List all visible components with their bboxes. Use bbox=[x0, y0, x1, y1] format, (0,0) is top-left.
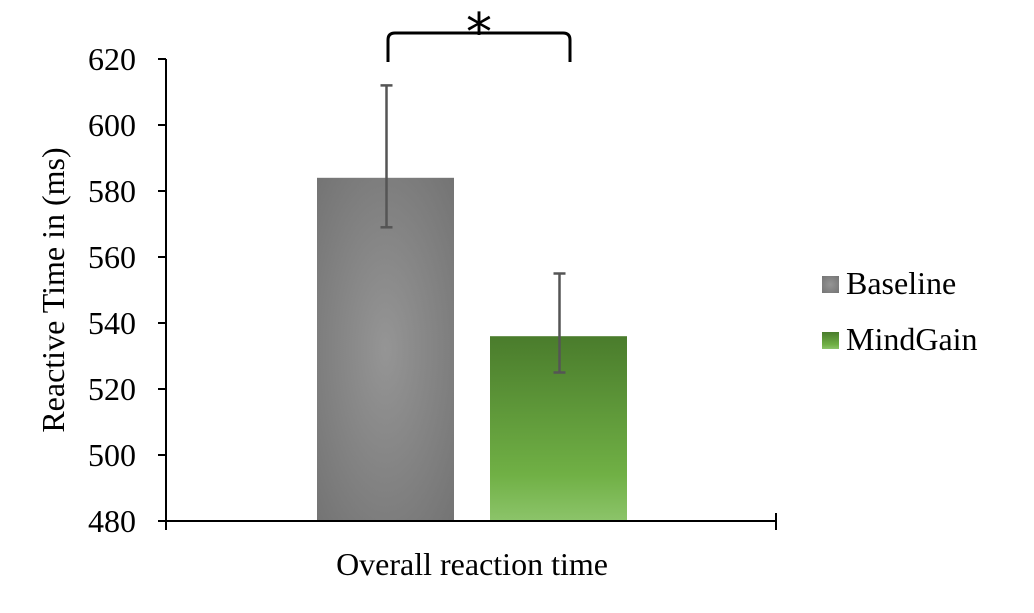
legend-swatch-mindgain bbox=[822, 332, 839, 349]
y-tick-label: 600 bbox=[88, 107, 136, 143]
y-axis-label: Reactive Time in (ms) bbox=[35, 147, 71, 432]
y-tick-label: 540 bbox=[88, 305, 136, 341]
y-tick-label: 520 bbox=[88, 371, 136, 407]
legend-swatch-baseline bbox=[822, 276, 839, 293]
legend-label-mindgain: MindGain bbox=[846, 321, 978, 357]
significance-bracket bbox=[386, 31, 572, 62]
y-tick-label: 500 bbox=[88, 437, 136, 473]
y-tick-label: 560 bbox=[88, 239, 136, 275]
bar-baseline bbox=[317, 177, 454, 522]
y-tick-label: 620 bbox=[88, 41, 136, 77]
y-tick-label: 580 bbox=[88, 173, 136, 209]
legend-label-baseline: Baseline bbox=[846, 265, 956, 301]
x-axis-label: Overall reaction time bbox=[336, 546, 608, 582]
legend: Baseline MindGain bbox=[822, 265, 978, 357]
significance-asterisk: * bbox=[466, 3, 492, 63]
y-tick-label: 480 bbox=[88, 503, 136, 539]
